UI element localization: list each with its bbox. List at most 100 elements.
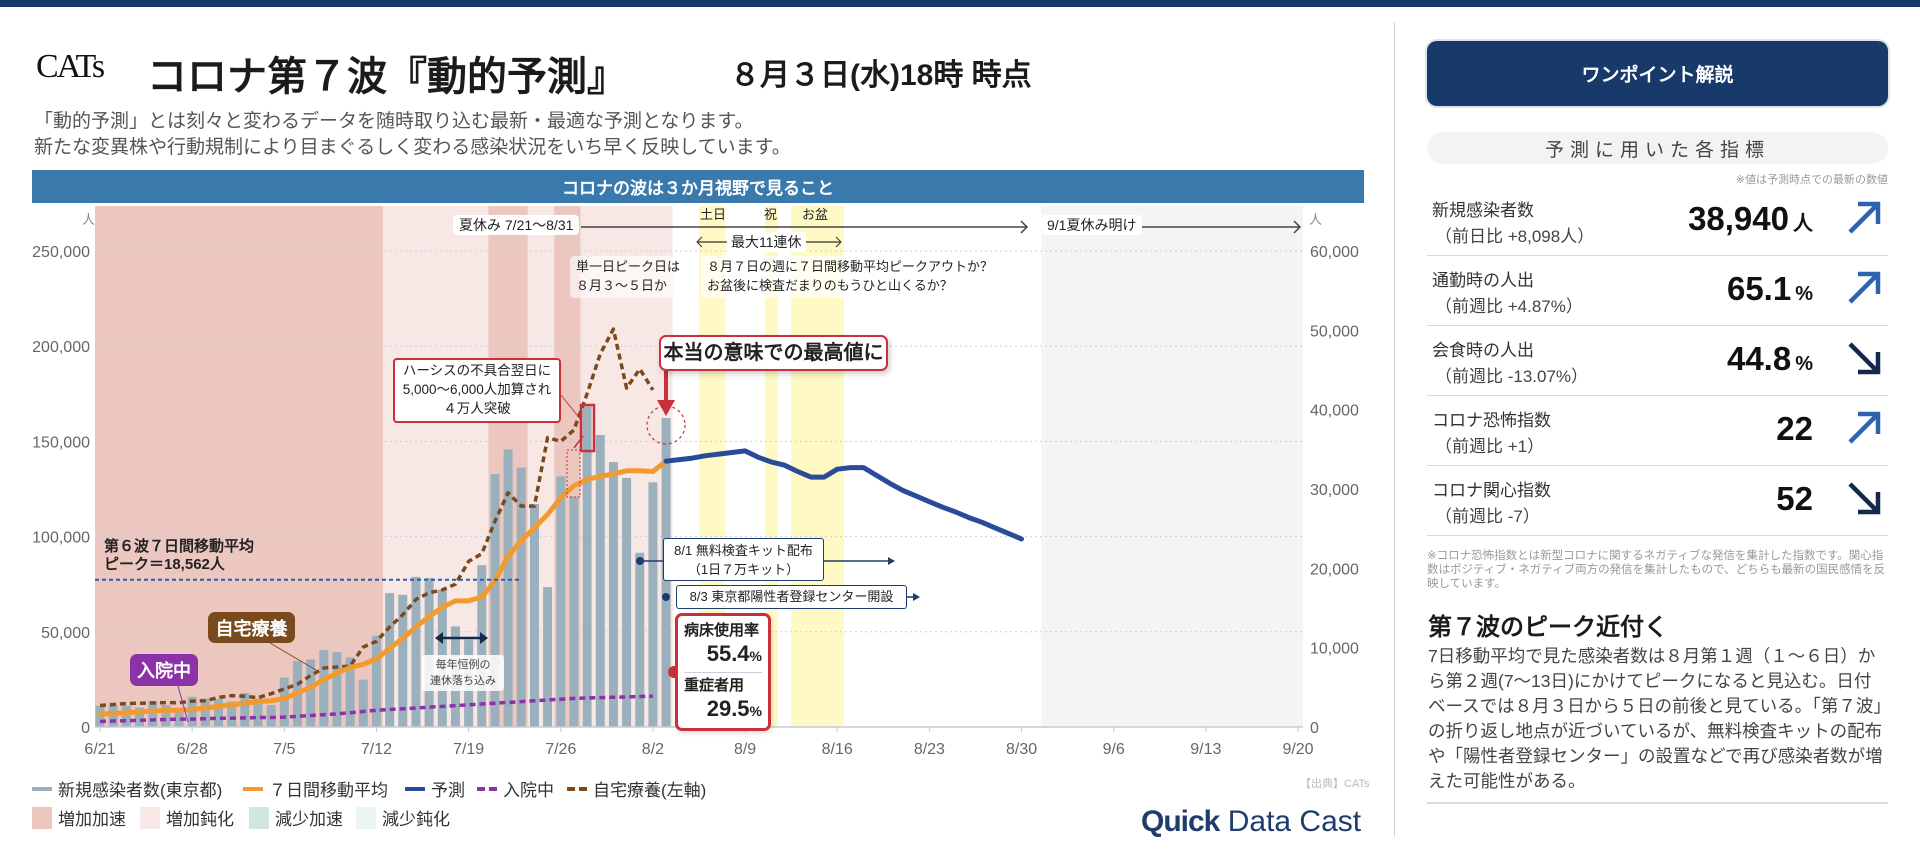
bar-cases	[227, 701, 237, 727]
sixth-wave-peak-note: 第６波７日間移動平均 ピーク＝18,562人	[104, 538, 254, 574]
right-axis-label: 40,000	[1310, 403, 1359, 420]
legend-swatch	[356, 806, 376, 829]
x-tick-label: 8/23	[914, 741, 945, 758]
legend-swatch	[405, 786, 425, 791]
bar-cases	[569, 496, 579, 727]
indicator-row: コロナ恐怖指数 （前週比 +1） 22	[1427, 396, 1888, 466]
x-tick-label: 7/26	[545, 741, 576, 758]
test-kit-line-2: （1日７万キット）	[687, 562, 800, 577]
arrow-left-icon	[435, 632, 443, 644]
line-home-care	[99, 327, 655, 708]
bed-usage-label: 病床使用率	[684, 622, 760, 639]
right-axis-label: 20,000	[1310, 561, 1359, 578]
indicator-change: （前週比 -13.07%）	[1435, 367, 1589, 386]
hersys-note: ハーシスの不具合翌日に 5,000〜6,000人加算され ４万人突破	[393, 358, 561, 423]
subtitle-line-1: 「動的予測」とは刻々と変わるデータを随時取り込む最新・最適な予測となります。	[34, 111, 754, 132]
home-care-leader	[269, 642, 317, 671]
arrow-head-icon	[835, 236, 842, 248]
bar-cases	[200, 698, 210, 727]
bar-cases	[490, 474, 500, 727]
x-tick-label: 8/16	[822, 741, 853, 758]
indicator-change: （前日比 +8,098人）	[1435, 227, 1595, 246]
right-axis-label: 60,000	[1310, 244, 1359, 261]
sixth-wave-line-1: 第６波７日間移動平均	[104, 538, 255, 555]
bar-cases	[635, 552, 645, 727]
legend-label: 予測	[431, 781, 465, 800]
test-kit-note: 8/1 無料検査キット配布 （1日７万キット）	[663, 538, 824, 581]
x-tick-label: 8/2	[642, 741, 664, 758]
left-axis-label: 250,000	[32, 244, 90, 261]
indicator-row: コロナ関心指数 （前週比 -7） 52	[1427, 466, 1888, 536]
subtitle-line-2: 新たな変異株や行動規制により目まぐるしく変わる感染状況をいち早く反映しています。	[34, 137, 791, 158]
legend-cases: 新規感染者数(東京都)	[32, 776, 222, 801]
right-axis-label: 50,000	[1310, 323, 1359, 340]
brand-quick: Quick	[1141, 805, 1220, 838]
bar-cases	[385, 593, 395, 727]
bar-cases	[174, 711, 184, 727]
registration-center-note: 8/3 東京都陽性者登録センター開設	[676, 585, 907, 609]
indicator-value-number: 22	[1776, 410, 1813, 447]
vacation-end-label: 9/1夏休み明け	[1041, 215, 1143, 236]
line-moving-average	[97, 458, 669, 717]
legend-increase-slow: 増加鈍化	[140, 805, 234, 830]
legend-swatch	[249, 806, 269, 829]
holiday-dip-line-2: 連休落ち込み	[430, 675, 496, 687]
line-hospitalized	[99, 694, 653, 724]
bar-cases	[371, 635, 381, 727]
summer-vacation-label: 夏休み 7/21〜8/31	[453, 215, 580, 236]
severe-bed-label: 重症者用	[684, 676, 745, 694]
bar-cases	[240, 692, 250, 727]
legend-swatch	[477, 786, 497, 791]
indicator-value: 52	[1776, 480, 1813, 518]
hersys-line-1: ハーシスの不具合翌日に	[402, 363, 552, 378]
bar-cases	[121, 705, 131, 727]
one-point-button[interactable]: ワンポイント解説	[1427, 41, 1888, 106]
analysis-heading: 第７波のピーク近付く	[1428, 614, 1668, 641]
indicator-row: 会食時の人出 （前週比 -13.07%） 44.8%	[1427, 326, 1888, 396]
percent-sign: %	[749, 647, 762, 664]
legend-label: ７日間移動平均	[269, 781, 388, 800]
arrow-down-icon	[657, 400, 675, 416]
indicator-value-number: 38,940	[1688, 200, 1789, 237]
single-peak-note: 単一日ピーク日は ８月３〜５日か	[570, 256, 687, 298]
cats-logo: CATs	[36, 48, 105, 85]
indicator-row: 新規感染者数 （前日比 +8,098人） 38,940 人	[1427, 186, 1888, 256]
hersys-leader	[560, 394, 582, 421]
home-care-tag: 自宅療養	[208, 612, 295, 643]
right-axis-label: 10,000	[1310, 641, 1359, 658]
holiday-label-obon: お盆	[802, 207, 829, 222]
legend-label: 減少鈍化	[382, 810, 450, 829]
bar-cases	[582, 406, 592, 727]
indicator-value-number: 65.1	[1726, 270, 1792, 307]
legend-swatch	[140, 806, 160, 829]
chart-banner: コロナの波は３か月視野で見ること	[32, 170, 1364, 203]
legend-label: 入院中	[503, 781, 554, 800]
hersys-line-3: ４万人突破	[443, 400, 511, 416]
bar-cases	[595, 434, 605, 727]
bar-cases	[529, 503, 539, 727]
quick-data-cast-logo: Quick Data Cast	[1141, 806, 1361, 838]
left-axis-label: 200,000	[32, 339, 90, 356]
left-axis-label: 0	[81, 720, 90, 737]
arrow-head-icon	[913, 593, 920, 601]
left-axis-label: 150,000	[32, 434, 90, 451]
arrow-down-right-icon	[1848, 482, 1881, 515]
hersys-previous	[566, 449, 581, 498]
indicator-unit: 人	[1793, 213, 1813, 235]
bar-cases	[332, 651, 342, 727]
indicator-name: 通勤時の人出	[1432, 271, 1534, 290]
bar-cases	[477, 565, 487, 727]
indicator-name: コロナ関心指数	[1432, 481, 1551, 500]
bar-cases	[543, 587, 553, 727]
bar-cases	[253, 698, 263, 727]
indicator-row: 通勤時の人出 （前週比 +4.87%） 65.1%	[1427, 256, 1888, 326]
legend-decrease-accel: 減少加速	[249, 805, 343, 830]
single-peak-line-1: 単一日ピーク日は	[576, 259, 681, 274]
bar-cases	[398, 594, 408, 727]
true-max-circle	[646, 405, 686, 445]
sidebar-end-divider	[1427, 802, 1888, 804]
bar-cases	[424, 578, 434, 727]
bar-cases	[608, 462, 618, 727]
holiday-label-weekend: 土日	[700, 207, 727, 222]
bar-cases	[622, 477, 632, 727]
